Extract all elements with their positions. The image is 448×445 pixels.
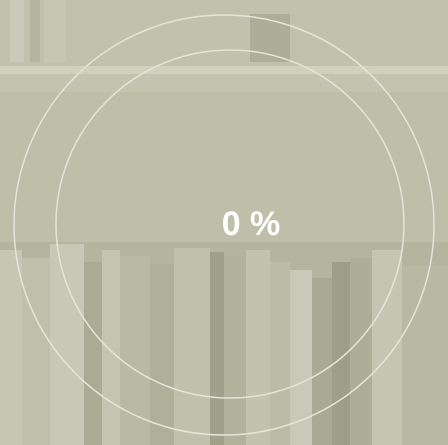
page: {"progress": {"text": "0 %"}} 0 % (() =>… [0,0,448,445]
loading-screen: 0 % [0,0,448,445]
progress-percent: 0 % [222,205,281,243]
